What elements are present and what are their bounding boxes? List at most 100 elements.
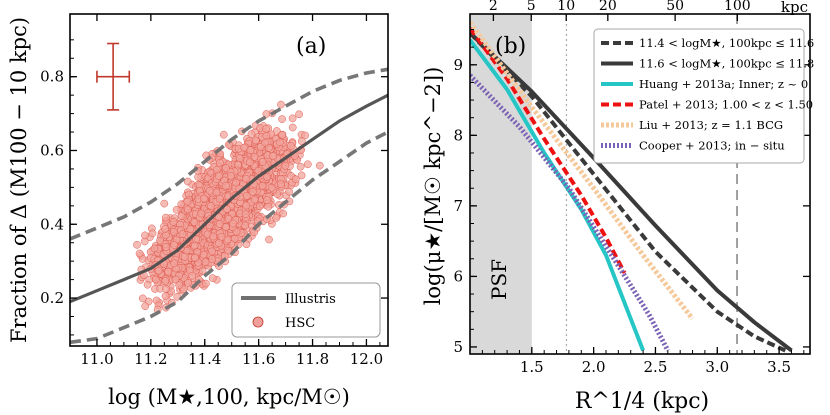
- legend-hsc-label: HSC: [285, 316, 315, 331]
- profile-line-4: [470, 26, 627, 274]
- hsc-point: [175, 281, 184, 289]
- hsc-point: [183, 197, 192, 206]
- hsc-point: [138, 294, 147, 303]
- profile-line-5: [470, 21, 695, 321]
- hsc-point: [215, 194, 224, 203]
- hsc-point: [288, 114, 297, 123]
- panel-a-axes: 11.0 11.2 11.4 11.6 11.8 12.0 0.2 0.4 0.6 0.8: [40, 14, 388, 368]
- hsc-point: [170, 241, 179, 249]
- hsc-point: [219, 130, 228, 139]
- hsc-point: [315, 161, 324, 170]
- hsc-point: [161, 213, 170, 222]
- hsc-point: [288, 123, 297, 132]
- hsc-point: [278, 131, 287, 139]
- panel-a-ylabel: Fraction of Δ (M100 − 10 kpc): [7, 17, 31, 343]
- hsc-point: [267, 183, 276, 192]
- hsc-point: [183, 177, 192, 186]
- panel-b-legend-box: [593, 28, 805, 164]
- x-tick-label: 3.0: [705, 358, 729, 376]
- hsc-point: [160, 199, 169, 208]
- panel-b-axes: 1.5 2.0 2.5 3.0 3.5 5 6 7 8 9 2 5 10 20 50 100: [453, 0, 810, 376]
- hsc-point: [276, 138, 284, 147]
- hsc-point: [215, 239, 223, 247]
- panel-a-label: (a): [296, 34, 326, 59]
- hsc-point: [255, 202, 264, 211]
- profile-line-2: [470, 31, 793, 353]
- y-tick-label: 6: [453, 267, 463, 285]
- hsc-point: [227, 171, 235, 180]
- panel-a-legend: Illustris HSC: [231, 282, 381, 338]
- hsc-point: [301, 131, 309, 140]
- hsc-point: [242, 240, 251, 249]
- x-tick-label: 1.5: [520, 358, 544, 376]
- hsc-point: [279, 209, 288, 218]
- hsc-point: [199, 194, 208, 203]
- x-tick-label: 11.2: [134, 350, 167, 368]
- hsc-point: [190, 218, 199, 226]
- legend-label-5: Liu + 2013; z = 1.1 BCG: [639, 118, 783, 132]
- hsc-point: [197, 209, 206, 218]
- hsc-point: [162, 243, 170, 251]
- hsc-point: [285, 187, 293, 196]
- hsc-point: [161, 277, 170, 285]
- top-tick-label: 2: [489, 0, 498, 14]
- hsc-point: [164, 267, 173, 276]
- hsc-point: [222, 164, 230, 172]
- panel-b-series-group: [470, 14, 793, 354]
- x-tick-label: 2.5: [644, 358, 668, 376]
- hsc-point: [186, 225, 195, 233]
- hsc-point: [251, 136, 260, 145]
- hsc-point: [265, 143, 273, 152]
- legend-label-3: Huang + 2013a; Inner; z ~ 0: [639, 77, 808, 91]
- legend-hsc-swatch: [252, 316, 264, 328]
- top-tick-label: 10: [557, 0, 575, 14]
- hsc-point: [264, 202, 273, 211]
- hsc-point: [235, 154, 244, 162]
- y-tick-label: 0.2: [40, 289, 64, 307]
- legend-label-1: 11.4 < logM★, 100kpc ≤ 11.6: [639, 36, 814, 50]
- hsc-point: [223, 205, 231, 213]
- hsc-point: [212, 188, 221, 197]
- legend-label-2: 11.6 < logM★, 100kpc ≤ 11.8: [639, 57, 814, 71]
- top-tick-label: 50: [666, 0, 684, 14]
- hsc-point: [214, 172, 223, 180]
- hsc-point: [241, 210, 250, 219]
- x-tick-label: 11.8: [296, 350, 329, 368]
- hsc-point: [258, 158, 267, 166]
- hsc-point: [247, 130, 256, 138]
- hsc-point: [258, 181, 267, 190]
- hsc-point: [177, 212, 186, 221]
- top-tick-label: 5: [527, 0, 536, 14]
- hsc-point: [141, 231, 149, 240]
- panel-b-legend: 11.4 < logM★, 100kpc ≤ 11.6 11.6 < logM★,…: [593, 28, 814, 164]
- hsc-point: [178, 230, 187, 239]
- x-tick-label: 12.0: [350, 350, 383, 368]
- illustris-upper-line: [70, 67, 388, 241]
- illustris-lower-line: [70, 130, 388, 345]
- hsc-point: [141, 302, 150, 311]
- panel-a-plot-area: [70, 42, 388, 345]
- hsc-point: [222, 223, 230, 231]
- hsc-point: [133, 240, 141, 249]
- hsc-point: [286, 142, 295, 150]
- hsc-point: [263, 196, 271, 205]
- x-tick-label: 11.6: [242, 350, 275, 368]
- illustris-median-line: [70, 93, 388, 304]
- hsc-point: [242, 192, 251, 200]
- hsc-point: [170, 259, 179, 268]
- hsc-point: [188, 271, 197, 280]
- hsc-point: [169, 218, 178, 226]
- panel-b-label: (b): [495, 34, 526, 59]
- x-tick-label: 11.4: [188, 350, 221, 368]
- hsc-point: [135, 249, 144, 258]
- hsc-point: [169, 228, 178, 236]
- y-tick-label: 0.6: [40, 141, 64, 159]
- hsc-point: [254, 166, 263, 175]
- hsc-point: [242, 174, 250, 183]
- hsc-point: [205, 186, 214, 195]
- hsc-point: [250, 195, 259, 204]
- hsc-point: [272, 213, 281, 222]
- hsc-point: [216, 158, 224, 167]
- profile-line-6: [470, 73, 671, 352]
